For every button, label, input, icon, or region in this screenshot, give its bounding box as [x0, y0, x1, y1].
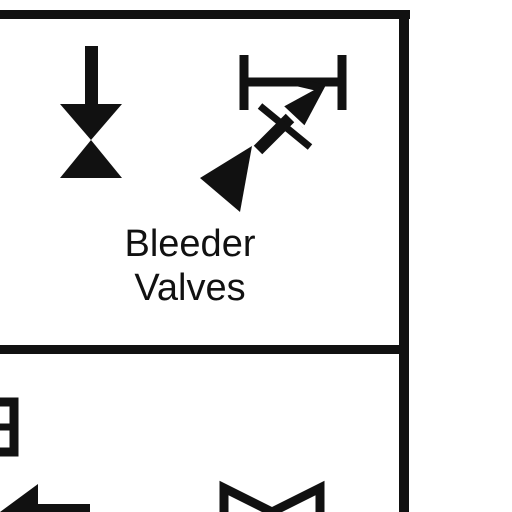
row-divider: [0, 345, 409, 354]
bleeder-valve-symbol: [60, 46, 122, 178]
partial-symbol-bottom-left: [0, 484, 90, 512]
partial-symbol-bottom-right: [219, 480, 325, 512]
caption-line-2: Valves: [134, 267, 246, 309]
legend-table-frame: [0, 10, 410, 512]
right-border: [399, 10, 409, 512]
top-border: [0, 10, 410, 19]
caption-line-1: Bleeder: [124, 223, 256, 265]
bleeder-valve-angled-symbol: [200, 55, 347, 212]
partial-symbol-left: [0, 397, 19, 457]
